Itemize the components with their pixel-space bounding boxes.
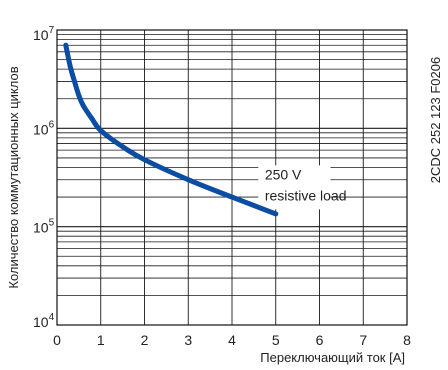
x-tick-label: 2 [141, 332, 149, 348]
y-tick-exponent: 5 [49, 218, 55, 229]
series-point [67, 63, 73, 69]
grid [56, 30, 408, 325]
y-axis-label: Количество коммутационных циклов [6, 66, 21, 288]
y-tick-label: 107 [33, 25, 55, 43]
series-point [63, 42, 69, 48]
series-point [142, 157, 147, 163]
series-point [98, 128, 104, 133]
series-line [63, 42, 279, 217]
series-point [229, 194, 235, 200]
y-tick-label: 106 [33, 119, 55, 137]
series-point [76, 93, 82, 99]
y-tick-label: 105 [33, 218, 55, 236]
series-point [80, 103, 86, 109]
series-points [63, 42, 279, 217]
y-ticks: 104 105 106 107 [33, 25, 55, 330]
series-point [72, 79, 77, 84]
series-point [89, 116, 95, 122]
x-tick-label: 7 [359, 332, 367, 348]
annotation-load: resistive load [265, 187, 347, 203]
y-tick-exponent: 4 [49, 312, 55, 323]
y-tick-exponent: 7 [49, 25, 55, 36]
x-tick-label: 5 [272, 332, 280, 348]
x-tick-label: 6 [316, 332, 324, 348]
x-axis-label: Переключающий ток [A] [260, 350, 405, 365]
y-tick-exponent: 6 [49, 119, 55, 130]
x-tick-label: 3 [184, 332, 192, 348]
figure-code: 2CDC 252 123 F0206 [428, 57, 443, 183]
x-ticks: 0 1 2 3 4 5 6 7 8 [53, 332, 411, 348]
x-tick-label: 4 [228, 332, 236, 348]
x-tick-label: 0 [53, 332, 61, 348]
x-tick-label: 1 [97, 332, 105, 348]
x-tick-label: 8 [403, 332, 411, 348]
series-point [273, 211, 279, 217]
annotation-box [258, 165, 331, 210]
plot-frame [56, 29, 408, 326]
annotation-voltage: 250 V [265, 167, 302, 183]
series-point [120, 144, 126, 150]
y-tick-label: 104 [33, 312, 55, 330]
series-point [185, 177, 191, 183]
